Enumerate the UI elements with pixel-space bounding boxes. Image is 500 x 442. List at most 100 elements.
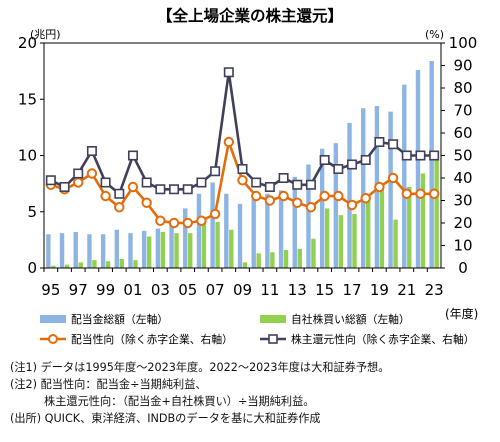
shareholder-return-ratio-point xyxy=(237,164,248,175)
shareholder-return-ratio-point xyxy=(169,184,180,195)
x-axis-tick-label: 99 xyxy=(96,281,115,299)
payout-ratio-point xyxy=(182,217,193,229)
x-axis-tick-label: 05 xyxy=(178,281,197,299)
bar-buybacks xyxy=(188,233,193,268)
shareholder-return-ratio-point xyxy=(388,139,399,150)
x-axis-unit: (年度) xyxy=(445,306,478,321)
x-axis-tick-label: 03 xyxy=(151,281,170,299)
shareholder-return-ratio-point xyxy=(278,173,289,184)
legend-payout-ratio: 配当性向（除く赤字企業、右軸） xyxy=(40,332,233,346)
payout-ratio-point xyxy=(196,215,207,226)
x-axis-tick-label: 13 xyxy=(288,281,307,299)
bar-dividends xyxy=(224,193,229,268)
bar-buybacks xyxy=(297,248,302,268)
right-axis-tick-label: 60 xyxy=(453,124,472,142)
bar-buybacks xyxy=(366,198,371,268)
bar-dividends xyxy=(306,164,311,268)
right-axis-tick-label: 80 xyxy=(453,79,472,97)
shareholder-return-ratio-point xyxy=(360,155,371,166)
shareholder-return-ratio-point xyxy=(251,177,262,188)
right-axis-tick-label: 30 xyxy=(453,192,472,210)
bar-dividends xyxy=(319,148,325,268)
bar-dividends xyxy=(128,233,133,268)
legend-dividends-swatch xyxy=(40,315,66,323)
x-axis-tick-label: 23 xyxy=(425,281,444,299)
bar-buybacks xyxy=(105,261,111,268)
shareholder-return-ratio-point xyxy=(347,159,358,170)
shareholder-return-ratio-point xyxy=(374,137,385,148)
payout-ratio-point xyxy=(86,168,98,179)
payout-ratio-point xyxy=(387,172,399,184)
lines-layer xyxy=(45,67,440,229)
payout-ratio-point xyxy=(346,199,358,211)
bar-dividends xyxy=(251,199,256,268)
bar-buybacks xyxy=(92,260,97,268)
shareholder-return-ratio-point xyxy=(155,184,166,195)
shareholder-return-ratio-point xyxy=(210,166,221,177)
shareholder-return-ratio-point xyxy=(100,177,111,188)
bar-buybacks xyxy=(229,229,234,268)
bar-dividends xyxy=(210,182,215,268)
bar-dividends xyxy=(87,234,92,268)
payout-ratio-point xyxy=(223,136,235,148)
payout-ratio-point xyxy=(100,190,111,202)
bar-dividends xyxy=(237,203,243,268)
bar-buybacks xyxy=(324,208,330,268)
right-axis-tick-label: 0 xyxy=(458,259,468,277)
payout-ratio-point xyxy=(374,181,385,193)
x-axis-tick-label: 15 xyxy=(315,281,334,299)
shareholder-return-ratio-point xyxy=(45,175,56,186)
payout-ratio-point xyxy=(155,215,166,226)
bar-dividends xyxy=(155,228,161,268)
payout-ratio-point xyxy=(168,217,180,229)
shareholder-return-ratio-point xyxy=(73,168,84,179)
payout-ratio-point xyxy=(401,188,412,199)
bar-buybacks xyxy=(201,223,207,268)
note-source: (出所) QUICK、東洋経済、INDBのデータを基に大和証券作成 xyxy=(10,412,321,425)
bar-buybacks xyxy=(256,253,261,268)
payout-ratio-point xyxy=(209,208,221,220)
shareholder-return-ratio-point xyxy=(415,150,426,161)
legend-dividends-label: 配当金総額（左軸） xyxy=(71,312,168,326)
right-axis-tick-label: 90 xyxy=(453,57,472,75)
legend-dividends: 配当金総額（左軸） xyxy=(40,312,168,326)
bar-buybacks xyxy=(270,252,275,268)
bar-buybacks xyxy=(51,265,56,268)
legend-shareholder-return-ratio: 株主還元性向（除く赤字企業、右軸） xyxy=(260,332,475,346)
left-axis-tick-label: 0 xyxy=(27,259,37,277)
payout-ratio-point xyxy=(333,190,344,202)
shareholder-return-ratio-point xyxy=(141,177,152,188)
right-axis-unit: (%) xyxy=(425,28,444,41)
payout-ratio-point xyxy=(305,202,317,213)
bar-buybacks xyxy=(78,262,83,268)
payout-ratio-point xyxy=(415,188,426,199)
bar-dividends xyxy=(347,122,352,268)
bar-dividends xyxy=(388,111,393,268)
bar-buybacks xyxy=(133,260,138,268)
shareholder-return-ratio-point xyxy=(196,177,207,188)
left-axis-tick-label: 15 xyxy=(18,90,37,108)
note-2: (注2) 配当性向：配当金÷当期純利益、 xyxy=(10,378,207,391)
right-axis-tick-label: 20 xyxy=(453,214,472,232)
legend-payout-ratio-marker xyxy=(48,334,58,344)
bar-buybacks xyxy=(407,187,412,268)
bar-buybacks xyxy=(174,233,179,268)
payout-ratio-point xyxy=(292,197,303,208)
bar-buybacks xyxy=(311,238,316,268)
legend-payout-ratio-label: 配当性向（除く赤字企業、右軸） xyxy=(71,332,233,346)
payout-ratio-point xyxy=(319,190,330,202)
bar-buybacks xyxy=(434,160,439,268)
legend: 配当金総額（左軸） 自社株買い総額（左軸） 配当性向（除く赤字企業、右軸） 株主還元性… xyxy=(40,312,475,346)
bar-buybacks xyxy=(119,259,124,268)
shareholder-return-ratio-point xyxy=(59,182,70,193)
bar-dividends xyxy=(73,232,78,268)
bar-buybacks xyxy=(160,232,166,268)
payout-ratio-point xyxy=(114,202,125,213)
left-axis-tick-label: 5 xyxy=(27,203,37,221)
left-axis-tick-label: 10 xyxy=(18,147,37,165)
bar-dividends xyxy=(169,220,174,268)
bar-buybacks xyxy=(420,173,426,268)
bar-dividends xyxy=(361,108,366,268)
right-axis-tick-label: 40 xyxy=(453,169,472,187)
